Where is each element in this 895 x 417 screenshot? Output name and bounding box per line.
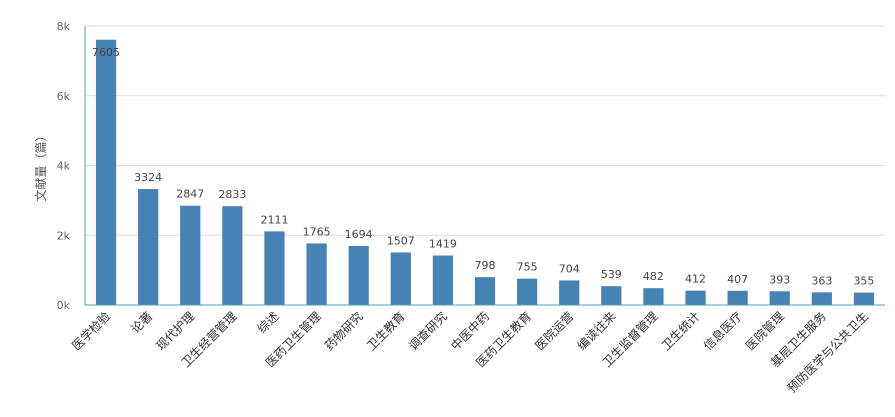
category-label: 综述 — [255, 309, 282, 336]
grid-lines — [85, 25, 885, 236]
category-label: 中医中药 — [448, 309, 493, 354]
bar — [517, 278, 538, 305]
bar — [95, 39, 117, 305]
category-label: 现代护理 — [154, 309, 198, 353]
bar — [727, 290, 748, 305]
category-label: 卫生统计 — [659, 309, 703, 353]
data-label: 1765 — [303, 225, 331, 238]
data-label: 3324 — [134, 171, 162, 184]
data-label: 2111 — [260, 213, 288, 226]
bar — [222, 206, 243, 305]
bars — [95, 39, 875, 305]
bar — [811, 292, 832, 305]
bar — [643, 288, 664, 305]
y-tick-label: 2k — [57, 229, 71, 242]
data-label: 1694 — [345, 228, 373, 241]
category-label: 医学检验 — [69, 309, 114, 354]
bar — [180, 205, 201, 305]
category-label: 编读往来 — [574, 309, 619, 354]
y-tick-label: 4k — [57, 160, 71, 173]
bar — [432, 255, 453, 305]
data-label: 539 — [601, 268, 622, 281]
bar — [264, 231, 285, 305]
data-label: 755 — [517, 261, 538, 274]
axes — [84, 26, 885, 306]
category-label: 卫生教育 — [363, 309, 408, 354]
data-label: 363 — [811, 274, 832, 287]
data-label: 2833 — [218, 188, 246, 201]
data-label: 412 — [685, 273, 706, 286]
category-label: 信息医疗 — [700, 309, 745, 354]
data-label: 704 — [559, 262, 580, 275]
bar — [685, 290, 706, 305]
data-labels: 7605 3324 2847 2833 2111 1765 1694 1507 1419 798 7… — [92, 46, 874, 288]
bar — [348, 245, 369, 305]
y-axis-title: 文献量（篇） — [33, 129, 48, 201]
category-label: 调查研究 — [405, 309, 450, 354]
data-label: 7605 — [92, 46, 120, 59]
bar — [853, 292, 875, 305]
data-label: 407 — [727, 273, 748, 286]
y-tick-labels: 0k 2k 4k 6k 8k — [57, 20, 71, 312]
data-label: 482 — [643, 270, 664, 283]
data-label: 1419 — [429, 238, 457, 251]
bar — [769, 291, 790, 305]
bar — [390, 252, 411, 305]
bar — [306, 243, 327, 305]
bar — [474, 277, 496, 305]
y-tick-label: 6k — [57, 90, 71, 103]
data-label: 393 — [769, 273, 790, 286]
category-label: 预防医学与公共卫生 — [784, 309, 871, 396]
data-label: 2847 — [176, 188, 204, 201]
bar — [559, 280, 580, 305]
bar — [601, 286, 622, 305]
category-label: 医院运营 — [532, 309, 576, 353]
bar — [138, 189, 159, 305]
data-label: 355 — [853, 275, 874, 288]
data-label: 798 — [475, 259, 496, 272]
y-tick-label: 0k — [57, 299, 71, 312]
category-label: 药物研究 — [321, 309, 366, 354]
data-label: 1507 — [387, 234, 415, 247]
y-tick-label: 8k — [57, 20, 71, 33]
category-label: 论著 — [128, 309, 155, 336]
category-label: 医院管理 — [742, 309, 787, 354]
